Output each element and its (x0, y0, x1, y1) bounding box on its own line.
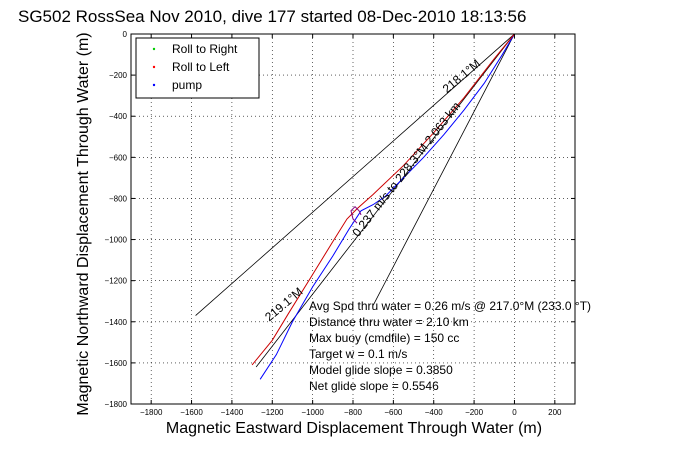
y-tick-label: −200 (109, 71, 128, 80)
x-tick-label: −1800 (140, 408, 163, 417)
y-tick-label: 0 (123, 30, 128, 39)
annotation-line: Model glide slope = 0.3850 (309, 363, 453, 377)
series-line (259, 33, 515, 380)
series-line (350, 205, 362, 224)
x-tick-label: −400 (425, 408, 444, 417)
annotation-line: Distance thru water = 2.10 km (309, 315, 469, 329)
heading-line (195, 33, 515, 316)
y-tick-label: −800 (109, 194, 128, 203)
legend-marker (152, 65, 156, 69)
legend-label: Roll to Left (172, 60, 230, 74)
y-tick-label: −1800 (105, 400, 128, 409)
x-axis-label: Magnetic Eastward Displacement Through W… (166, 420, 542, 437)
y-tick-label: −1000 (105, 236, 128, 245)
y-tick-label: −600 (109, 153, 128, 162)
heading-line (255, 33, 515, 368)
y-axis-ticks: 0 −200 −400 −600 −800 −1000 −1200 −1400 −1600 −18… (105, 30, 575, 409)
y-tick-label: −1400 (105, 318, 128, 327)
x-tick-label: 200 (548, 408, 562, 417)
annotation-line: Target w = 0.1 m/s (309, 347, 407, 361)
chart-title: SG502 RossSea Nov 2010, dive 177 started… (18, 7, 526, 26)
x-tick-label: −1400 (221, 408, 244, 417)
annotation-block: Avg Spd thru water = 0.26 m/s @ 217.0°M … (309, 299, 591, 393)
legend-box (135, 37, 260, 99)
grid-lines (131, 33, 575, 405)
y-tick-label: −400 (109, 112, 128, 121)
y-axis-label: Magnetic Northward Displacement Through … (75, 32, 92, 415)
x-tick-label: −1200 (261, 408, 284, 417)
annotation-line: Avg Spd thru water = 0.26 m/s @ 217.0°M … (309, 299, 591, 313)
heading-line (372, 33, 515, 306)
legend: Roll to Right Roll to Left pump (135, 37, 260, 99)
heading-lines (195, 33, 515, 368)
x-tick-label: −800 (344, 408, 363, 417)
x-tick-label: −1600 (180, 408, 203, 417)
x-tick-label: −200 (465, 408, 484, 417)
legend-marker (152, 47, 156, 51)
y-tick-label: −1200 (105, 277, 128, 286)
x-axis-ticks: −1800 −1600 −1400 −1200 −1000 −800 −600 −400 −20… (140, 34, 562, 417)
x-tick-label: 0 (512, 408, 517, 417)
legend-marker (152, 83, 156, 87)
legend-label: pump (172, 78, 202, 92)
annotation-line: Max buoy (cmdfile) = 150 cc (309, 331, 459, 345)
annotation-line: Net glide slope = 0.5546 (309, 379, 439, 393)
x-tick-label: −600 (384, 408, 403, 417)
series-layer (251, 33, 515, 380)
y-tick-label: −1600 (105, 359, 128, 368)
x-tick-label: −1000 (301, 408, 324, 417)
legend-label: Roll to Right (172, 42, 238, 56)
